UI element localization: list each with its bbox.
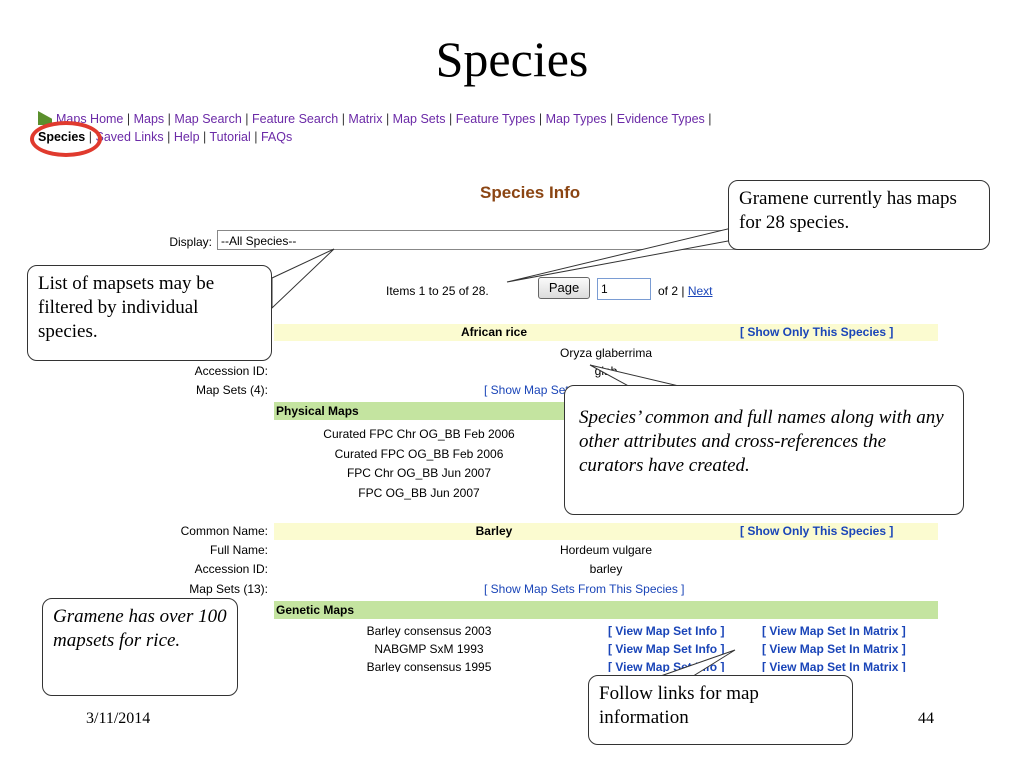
nav-row-1: Maps Home | Maps | Map Search | Feature … <box>38 110 712 128</box>
slide-date: 3/11/2014 <box>86 710 151 727</box>
view-map-set-matrix-link[interactable]: [ View Map Set In Matrix ] <box>762 660 906 672</box>
map-set-name: Curated FPC OG_BB Feb 2006 <box>334 446 504 461</box>
slide-page-number: 44 <box>918 710 934 727</box>
map-set-name: Curated FPC Chr OG_BB Feb 2006 <box>323 427 515 441</box>
view-map-set-info-link[interactable]: [ View Map Set Info ] <box>608 624 725 638</box>
show-map-sets-link[interactable]: [ Show Map Sets From This Species ] <box>484 582 685 596</box>
page-button[interactable]: Page <box>538 277 590 299</box>
physical-map-list: Curated FPC Chr OG_BB Feb 2006 Curated F… <box>274 425 564 503</box>
common-name-label: Common Name: <box>180 524 268 538</box>
show-only-species-link[interactable]: [ Show Only This Species ] <box>740 325 894 339</box>
nav-matrix[interactable]: Matrix <box>348 112 383 126</box>
nav-saved-links[interactable]: Saved Links <box>95 130 164 144</box>
callout-filter: List of mapsets may be filtered by indiv… <box>27 265 272 361</box>
species-info-heading: Species Info <box>480 183 581 202</box>
full-name-label: Full Name: <box>209 543 268 557</box>
nav-feature-types[interactable]: Feature Types <box>455 112 536 126</box>
group-genetic-maps: Genetic Maps <box>274 601 938 619</box>
show-only-species-link[interactable]: [ Show Only This Species ] <box>740 524 894 538</box>
species-row-african-rice <box>274 324 938 341</box>
accession-value: barley <box>589 562 623 576</box>
nav-map-sets[interactable]: Map Sets <box>392 112 446 126</box>
map-set-name: NABGMP SxM 1993 <box>374 642 484 656</box>
map-set-name: FPC OG_BB Jun 2007 <box>358 485 480 500</box>
view-map-set-matrix-link[interactable]: [ View Map Set In Matrix ] <box>762 624 906 638</box>
nav-evidence-types[interactable]: Evidence Types <box>616 112 705 126</box>
species-row-barley <box>274 523 938 540</box>
pointer-left <box>271 248 335 310</box>
map-sets-label: Map Sets (4): <box>195 383 268 397</box>
map-set-name: Barley consensus 1995 <box>366 660 492 672</box>
display-label: Display: <box>169 235 212 249</box>
page-of-total: of 2 | Next <box>658 284 713 298</box>
page-number-input[interactable]: 1 <box>597 278 651 300</box>
items-count: Items 1 to 25 of 28. <box>386 284 489 298</box>
nav-faqs[interactable]: FAQs <box>260 130 293 144</box>
next-link[interactable]: Next <box>687 284 713 298</box>
table-row: Barley consensus 2003 [ View Map Set Inf… <box>274 624 936 642</box>
species-common-name: African rice <box>460 325 528 339</box>
map-sets-label: Map Sets (13): <box>189 582 268 596</box>
nav-feature-search[interactable]: Feature Search <box>252 112 339 126</box>
pointer-bottom <box>654 649 736 679</box>
callout-species-names: Species’ common and full names along wit… <box>564 385 964 515</box>
pointer-top-right <box>506 225 757 283</box>
nav-tutorial[interactable]: Tutorial <box>209 130 251 144</box>
callout-follow-links: Follow links for map information <box>588 675 853 745</box>
map-set-name: Barley consensus 2003 <box>366 624 492 638</box>
view-map-set-matrix-link[interactable]: [ View Map Set In Matrix ] <box>762 642 906 656</box>
view-map-set-info-link[interactable]: [ View Map Set Info ] <box>608 642 725 656</box>
accession-label: Accession ID: <box>194 562 268 576</box>
species-common-name: Barley <box>475 524 513 538</box>
nav-map-types[interactable]: Map Types <box>545 112 607 126</box>
highlight-circle <box>30 121 102 157</box>
species-full-name: Oryza glaberrima <box>559 346 653 360</box>
group-physical-maps: Physical Maps <box>274 402 566 420</box>
nav-maps[interactable]: Maps <box>133 112 165 126</box>
callout-rice-mapsets: Gramene has over 100 mapsets for rice. <box>42 598 238 696</box>
callout-species-count: Gramene currently has maps for 28 specie… <box>728 180 990 250</box>
table-row: NABGMP SxM 1993 [ View Map Set Info ] [ … <box>274 642 936 660</box>
map-set-name: FPC Chr OG_BB Jun 2007 <box>346 466 492 480</box>
nav-help[interactable]: Help <box>173 130 200 144</box>
slide-title: Species <box>435 31 589 87</box>
nav-map-search[interactable]: Map Search <box>174 112 242 126</box>
species-full-name: Hordeum vulgare <box>559 543 653 557</box>
accession-label: Accession ID: <box>194 364 268 378</box>
